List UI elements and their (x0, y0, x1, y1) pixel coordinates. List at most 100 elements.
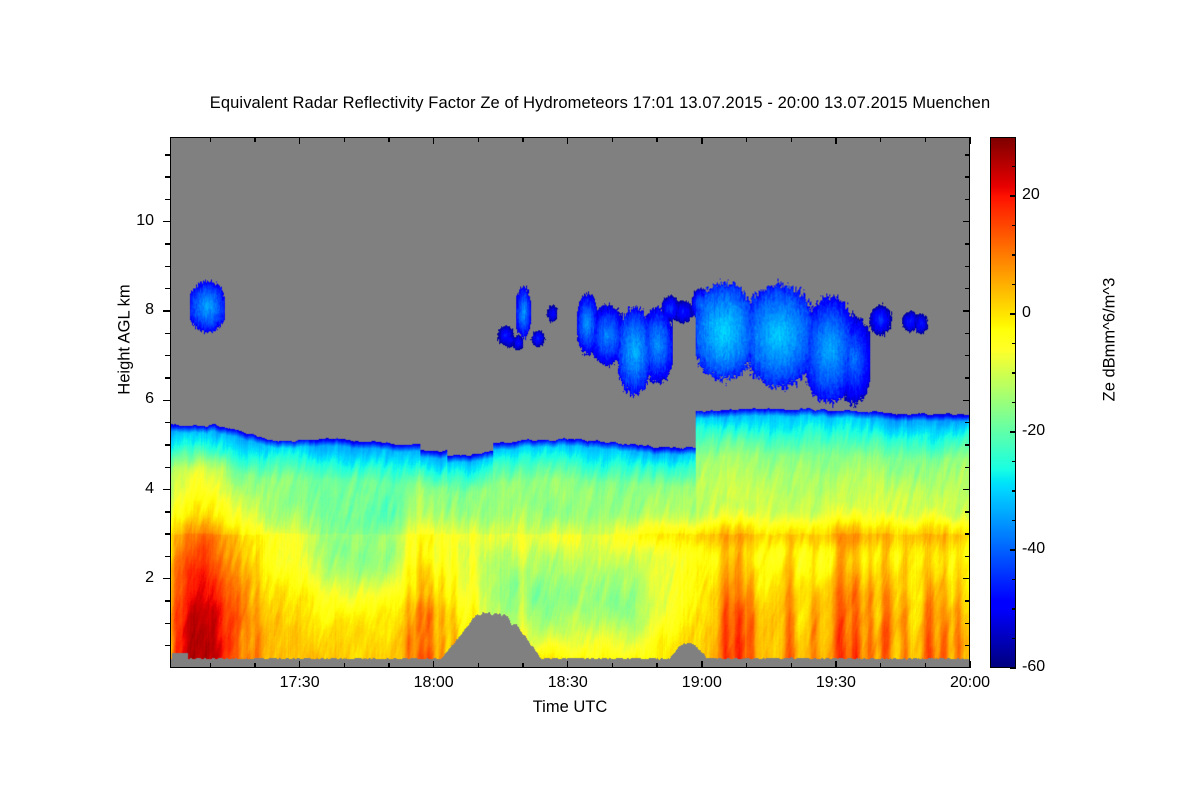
y-tick-major-right (963, 221, 970, 223)
y-tick-minor-right (965, 600, 970, 602)
colorbar-tick-minor (1012, 637, 1016, 640)
x-tick-minor-top (656, 137, 658, 142)
x-tick-major (835, 661, 837, 668)
y-tick-minor (165, 421, 170, 424)
x-tick-minor (879, 663, 882, 668)
x-tick-minor-top (477, 137, 480, 142)
x-tick-minor-top (924, 137, 926, 142)
y-tick-minor-right (965, 533, 970, 535)
y-tick-minor (165, 265, 170, 268)
colorbar-tick-minor (1012, 519, 1016, 522)
y-tick-minor-right (965, 288, 970, 290)
y-axis-title: Height AGL km (115, 284, 134, 395)
x-tick-label: 18:30 (547, 674, 588, 691)
x-tick-minor (745, 663, 748, 668)
reflectivity-heatmap (171, 138, 969, 667)
y-tick-minor-right (965, 265, 970, 268)
y-tick-minor-right (965, 377, 970, 379)
x-tick-minor (388, 663, 390, 668)
y-tick-label: 2 (145, 568, 154, 586)
colorbar-tick-label: 20 (1022, 186, 1040, 203)
x-tick-minor-top (522, 137, 524, 142)
x-tick-major (432, 661, 435, 668)
y-tick-minor-right (965, 622, 970, 625)
x-tick-minor-top (343, 137, 345, 142)
colorbar-tick-minor (1012, 578, 1016, 581)
y-tick-label: 8 (145, 301, 154, 319)
colorbar-tick (1010, 549, 1016, 551)
x-tick-major (567, 661, 569, 668)
x-tick-minor (522, 663, 524, 668)
y-tick-minor (165, 644, 170, 647)
x-tick-minor-top (388, 137, 390, 142)
x-tick-minor (611, 663, 614, 668)
colorbar-tick-minor (1012, 460, 1016, 463)
colorbar-tick-minor (1012, 342, 1016, 345)
x-tick-minor (209, 663, 211, 668)
y-tick-minor (165, 198, 170, 201)
plot-area (170, 137, 970, 668)
y-tick-major (163, 399, 170, 401)
x-tick-label: 20:00 (949, 674, 991, 691)
y-tick-minor-right (965, 644, 970, 647)
x-tick-major (969, 661, 971, 668)
x-tick-minor (254, 663, 256, 668)
colorbar-tick-minor (1012, 372, 1016, 374)
colorbar-tick-minor (1012, 254, 1016, 256)
y-tick-minor-right (965, 466, 970, 468)
y-tick-minor-right (965, 421, 970, 424)
y-tick-minor (165, 176, 170, 178)
x-tick-major-top (701, 137, 703, 144)
colorbar-tick-minor (1012, 165, 1016, 168)
y-tick-major-right (963, 399, 970, 401)
y-tick-minor (165, 332, 170, 335)
x-tick-minor (477, 663, 480, 668)
y-tick-major (163, 488, 170, 491)
colorbar-tick-minor (1012, 490, 1016, 492)
x-axis-title: Time UTC (532, 698, 608, 716)
y-tick-minor-right (965, 243, 970, 245)
colorbar-tick-minor (1012, 608, 1016, 610)
x-tick-label: 17:30 (279, 674, 320, 691)
y-tick-major (163, 578, 170, 580)
y-tick-minor-right (965, 354, 970, 357)
y-tick-minor (165, 511, 170, 513)
x-tick-major-top (432, 137, 435, 144)
x-tick-label: 19:30 (815, 674, 856, 691)
y-tick-minor (165, 377, 170, 379)
y-tick-minor-right (965, 198, 970, 201)
y-tick-minor (165, 600, 170, 602)
x-tick-minor-top (209, 137, 211, 142)
colorbar-gradient (991, 138, 1015, 667)
x-tick-label: 19:00 (681, 674, 722, 691)
colorbar-tick-label: -60 (1022, 658, 1046, 675)
x-tick-major-top (298, 137, 301, 144)
x-tick-minor-top (790, 137, 792, 142)
colorbar-tick-label: 0 (1022, 304, 1031, 321)
x-tick-minor (924, 663, 926, 668)
x-tick-major-top (969, 137, 971, 144)
y-tick-major-right (963, 578, 970, 580)
x-tick-minor-top (254, 137, 256, 142)
colorbar-tick (1010, 313, 1016, 315)
x-tick-label: 18:00 (413, 674, 454, 691)
x-tick-minor-top (879, 137, 882, 142)
colorbar-tick (1010, 195, 1016, 197)
y-tick-minor-right (965, 555, 970, 558)
y-tick-minor (165, 622, 170, 625)
y-tick-minor-right (965, 444, 970, 446)
y-tick-minor-right (965, 176, 970, 178)
colorbar-tick-minor (1012, 283, 1016, 286)
figure-title: Equivalent Radar Reflectivity Factor Ze … (209, 94, 991, 112)
y-tick-minor (165, 555, 170, 558)
y-tick-major-right (963, 310, 970, 312)
y-tick-minor (165, 243, 170, 245)
y-tick-minor-right (965, 332, 970, 335)
colorbar-tick-minor (1012, 224, 1016, 227)
colorbar-tick-label: -40 (1022, 540, 1046, 557)
x-tick-minor (790, 663, 792, 668)
x-tick-minor-top (745, 137, 748, 142)
y-tick-label: 10 (136, 211, 154, 229)
colorbar-title: Ze dBmm^6/m^3 (1100, 277, 1119, 402)
